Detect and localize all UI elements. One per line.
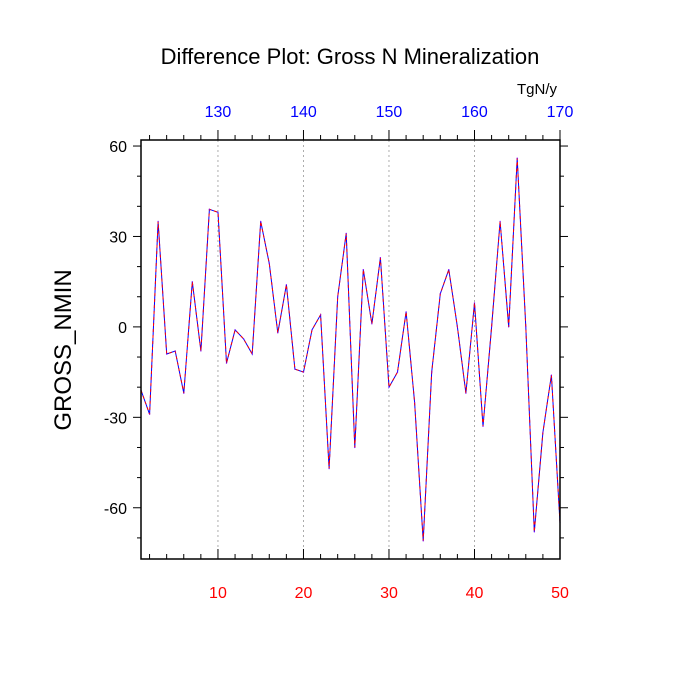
data-point xyxy=(508,326,510,328)
data-point xyxy=(499,220,501,222)
data-point xyxy=(225,362,228,364)
data-point xyxy=(200,350,202,352)
data-point xyxy=(465,392,467,394)
x-tick-label-top: 130 xyxy=(205,104,232,121)
grid-lines xyxy=(217,140,475,559)
data-point xyxy=(371,323,373,325)
data-point xyxy=(362,269,364,271)
series-line xyxy=(140,158,561,541)
data-point xyxy=(345,232,347,234)
data-point xyxy=(422,540,424,542)
x-tick-label-bottom: 30 xyxy=(380,585,398,602)
series-line-overlay xyxy=(140,158,561,541)
data-point xyxy=(491,326,493,328)
data-point xyxy=(243,338,245,340)
data-point xyxy=(533,531,535,533)
plot-frame xyxy=(140,139,561,560)
data-point xyxy=(337,296,339,298)
data-point xyxy=(354,446,356,449)
data-point xyxy=(473,302,476,304)
data-point xyxy=(525,326,527,328)
data-point xyxy=(550,374,553,376)
data-point xyxy=(448,269,450,271)
data-point xyxy=(260,220,262,222)
data-point xyxy=(302,371,305,373)
x-tick-label-top: 170 xyxy=(547,104,574,121)
data-point xyxy=(234,329,236,331)
data-point xyxy=(320,314,322,316)
x-tick-label-bottom: 10 xyxy=(209,585,227,602)
y-tick-label: -30 xyxy=(104,410,127,427)
data-point xyxy=(456,326,458,328)
y-tick-label: 30 xyxy=(109,229,127,246)
tick-labels: 10 130 20 140 30 150 40 160 50 170 60 30 0 -30 -60 xyxy=(104,104,574,602)
data-point xyxy=(285,284,287,286)
data-point xyxy=(217,211,219,213)
data-point xyxy=(277,332,279,334)
y-tick-label: 0 xyxy=(118,320,127,337)
data-point xyxy=(439,293,441,295)
x-tick-label-bottom: 40 xyxy=(466,585,484,602)
chart-title: Difference Plot: Gross N Mineralization xyxy=(161,44,540,69)
series-layer xyxy=(140,157,561,542)
y-tick-label: -60 xyxy=(104,501,127,518)
data-point xyxy=(311,329,313,331)
data-point xyxy=(396,371,399,373)
x-tick-label-top: 150 xyxy=(376,104,403,121)
x-tick-label-top: 160 xyxy=(461,104,488,121)
x-tick-label-bottom: 20 xyxy=(295,585,313,602)
data-point xyxy=(166,353,168,355)
data-point xyxy=(157,220,159,222)
y-tick-label: 60 xyxy=(109,139,127,156)
data-point xyxy=(294,368,296,370)
data-point xyxy=(183,392,185,394)
data-point xyxy=(328,468,330,470)
data-point xyxy=(379,257,381,259)
data-point xyxy=(191,281,193,283)
data-point xyxy=(388,386,390,388)
data-point xyxy=(516,157,518,159)
x-tick-label-top: 140 xyxy=(290,104,317,121)
units-label: TgN/y xyxy=(517,81,558,98)
data-point xyxy=(251,353,253,355)
data-point xyxy=(149,413,151,415)
y-axis-label: GROSS_NMIN xyxy=(50,269,77,430)
data-point xyxy=(208,208,210,210)
data-point xyxy=(405,311,407,313)
x-tick-label-bottom: 50 xyxy=(551,585,569,602)
data-point xyxy=(268,263,270,265)
data-point xyxy=(414,401,416,403)
data-point xyxy=(431,371,433,373)
data-point xyxy=(482,425,484,427)
data-point xyxy=(174,350,176,352)
data-point xyxy=(542,431,544,433)
